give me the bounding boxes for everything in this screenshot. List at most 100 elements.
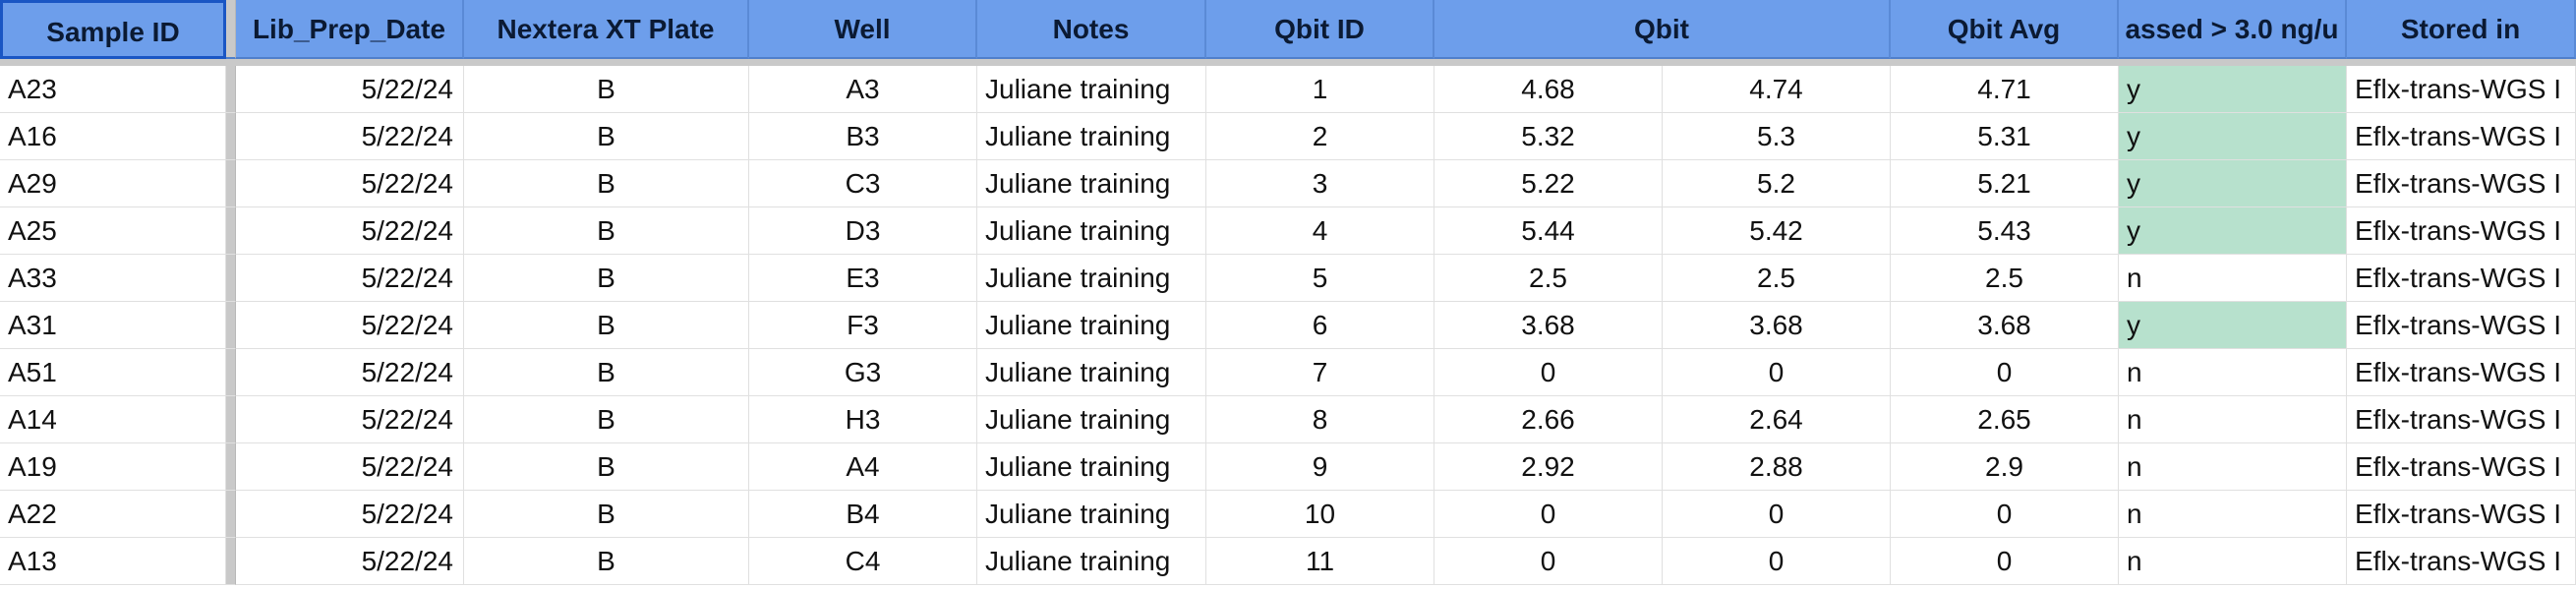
cell-well[interactable]: E3 — [749, 255, 977, 302]
cell-qbit-id[interactable]: 7 — [1206, 349, 1434, 396]
cell-stored-in[interactable]: Eflx-trans-WGS I — [2347, 113, 2576, 160]
cell-notes[interactable]: Juliane training — [977, 66, 1206, 113]
cell-qbit-1[interactable]: 3.68 — [1434, 302, 1663, 349]
cell-passed[interactable]: y — [2119, 66, 2347, 113]
cell-qbit-avg[interactable]: 2.65 — [1891, 396, 2119, 443]
cell-lib-prep-date[interactable]: 5/22/24 — [236, 255, 464, 302]
cell-passed[interactable]: y — [2119, 160, 2347, 207]
cell-well[interactable]: D3 — [749, 207, 977, 255]
cell-stored-in[interactable]: Eflx-trans-WGS I — [2347, 207, 2576, 255]
cell-well[interactable]: C4 — [749, 538, 977, 585]
cell-notes[interactable]: Juliane training — [977, 160, 1206, 207]
cell-qbit-2[interactable]: 0 — [1663, 491, 1891, 538]
cell-lib-prep-date[interactable]: 5/22/24 — [236, 349, 464, 396]
cell-qbit-id[interactable]: 10 — [1206, 491, 1434, 538]
cell-qbit-2[interactable]: 3.68 — [1663, 302, 1891, 349]
cell-stored-in[interactable]: Eflx-trans-WGS I — [2347, 349, 2576, 396]
cell-nextera-plate[interactable]: B — [464, 255, 749, 302]
cell-qbit-id[interactable]: 11 — [1206, 538, 1434, 585]
cell-sample-id[interactable]: A29 — [0, 160, 226, 207]
cell-sample-id[interactable]: A31 — [0, 302, 226, 349]
cell-notes[interactable]: Juliane training — [977, 302, 1206, 349]
cell-notes[interactable]: Juliane training — [977, 443, 1206, 491]
cell-qbit-id[interactable]: 2 — [1206, 113, 1434, 160]
cell-notes[interactable]: Juliane training — [977, 396, 1206, 443]
cell-qbit-avg[interactable]: 0 — [1891, 349, 2119, 396]
cell-qbit-2[interactable]: 2.88 — [1663, 443, 1891, 491]
cell-qbit-avg[interactable]: 5.31 — [1891, 113, 2119, 160]
cell-stored-in[interactable]: Eflx-trans-WGS I — [2347, 443, 2576, 491]
cell-lib-prep-date[interactable]: 5/22/24 — [236, 113, 464, 160]
header-passed[interactable]: assed > 3.0 ng/u — [2119, 0, 2347, 59]
cell-qbit-avg[interactable]: 0 — [1891, 538, 2119, 585]
header-sample-id[interactable]: Sample ID — [0, 0, 226, 59]
cell-stored-in[interactable]: Eflx-trans-WGS I — [2347, 538, 2576, 585]
cell-lib-prep-date[interactable]: 5/22/24 — [236, 443, 464, 491]
cell-qbit-1[interactable]: 0 — [1434, 349, 1663, 396]
cell-sample-id[interactable]: A19 — [0, 443, 226, 491]
cell-qbit-2[interactable]: 5.2 — [1663, 160, 1891, 207]
header-nextera-plate[interactable]: Nextera XT Plate — [464, 0, 749, 59]
cell-qbit-id[interactable]: 1 — [1206, 66, 1434, 113]
header-qbit[interactable]: Qbit — [1434, 0, 1891, 59]
cell-sample-id[interactable]: A25 — [0, 207, 226, 255]
cell-qbit-2[interactable]: 2.5 — [1663, 255, 1891, 302]
cell-nextera-plate[interactable]: B — [464, 207, 749, 255]
cell-well[interactable]: B4 — [749, 491, 977, 538]
cell-nextera-plate[interactable]: B — [464, 66, 749, 113]
cell-nextera-plate[interactable]: B — [464, 396, 749, 443]
cell-well[interactable]: A3 — [749, 66, 977, 113]
cell-nextera-plate[interactable]: B — [464, 113, 749, 160]
cell-well[interactable]: C3 — [749, 160, 977, 207]
cell-nextera-plate[interactable]: B — [464, 349, 749, 396]
cell-qbit-1[interactable]: 2.66 — [1434, 396, 1663, 443]
cell-lib-prep-date[interactable]: 5/22/24 — [236, 207, 464, 255]
cell-well[interactable]: B3 — [749, 113, 977, 160]
header-well[interactable]: Well — [749, 0, 977, 59]
cell-notes[interactable]: Juliane training — [977, 207, 1206, 255]
cell-qbit-2[interactable]: 2.64 — [1663, 396, 1891, 443]
cell-nextera-plate[interactable]: B — [464, 538, 749, 585]
cell-qbit-1[interactable]: 0 — [1434, 491, 1663, 538]
cell-stored-in[interactable]: Eflx-trans-WGS I — [2347, 160, 2576, 207]
cell-passed[interactable]: n — [2119, 349, 2347, 396]
cell-qbit-avg[interactable]: 2.9 — [1891, 443, 2119, 491]
cell-qbit-id[interactable]: 4 — [1206, 207, 1434, 255]
cell-qbit-2[interactable]: 0 — [1663, 538, 1891, 585]
cell-sample-id[interactable]: A23 — [0, 66, 226, 113]
cell-qbit-avg[interactable]: 5.21 — [1891, 160, 2119, 207]
cell-stored-in[interactable]: Eflx-trans-WGS I — [2347, 66, 2576, 113]
cell-well[interactable]: A4 — [749, 443, 977, 491]
cell-notes[interactable]: Juliane training — [977, 349, 1206, 396]
cell-lib-prep-date[interactable]: 5/22/24 — [236, 396, 464, 443]
cell-passed[interactable]: n — [2119, 538, 2347, 585]
cell-sample-id[interactable]: A33 — [0, 255, 226, 302]
cell-notes[interactable]: Juliane training — [977, 491, 1206, 538]
cell-qbit-id[interactable]: 8 — [1206, 396, 1434, 443]
cell-passed[interactable]: n — [2119, 443, 2347, 491]
cell-nextera-plate[interactable]: B — [464, 443, 749, 491]
cell-qbit-id[interactable]: 3 — [1206, 160, 1434, 207]
cell-qbit-avg[interactable]: 4.71 — [1891, 66, 2119, 113]
cell-lib-prep-date[interactable]: 5/22/24 — [236, 491, 464, 538]
cell-qbit-avg[interactable]: 2.5 — [1891, 255, 2119, 302]
cell-sample-id[interactable]: A22 — [0, 491, 226, 538]
header-notes[interactable]: Notes — [977, 0, 1206, 59]
cell-sample-id[interactable]: A51 — [0, 349, 226, 396]
cell-lib-prep-date[interactable]: 5/22/24 — [236, 538, 464, 585]
cell-sample-id[interactable]: A13 — [0, 538, 226, 585]
cell-passed[interactable]: y — [2119, 302, 2347, 349]
header-qbit-id[interactable]: Qbit ID — [1206, 0, 1434, 59]
cell-qbit-1[interactable]: 5.22 — [1434, 160, 1663, 207]
cell-stored-in[interactable]: Eflx-trans-WGS I — [2347, 396, 2576, 443]
cell-nextera-plate[interactable]: B — [464, 302, 749, 349]
cell-qbit-2[interactable]: 5.42 — [1663, 207, 1891, 255]
cell-qbit-1[interactable]: 4.68 — [1434, 66, 1663, 113]
cell-qbit-avg[interactable]: 3.68 — [1891, 302, 2119, 349]
cell-qbit-1[interactable]: 5.44 — [1434, 207, 1663, 255]
cell-notes[interactable]: Juliane training — [977, 538, 1206, 585]
cell-qbit-1[interactable]: 2.92 — [1434, 443, 1663, 491]
cell-qbit-1[interactable]: 0 — [1434, 538, 1663, 585]
cell-well[interactable]: H3 — [749, 396, 977, 443]
cell-qbit-id[interactable]: 5 — [1206, 255, 1434, 302]
